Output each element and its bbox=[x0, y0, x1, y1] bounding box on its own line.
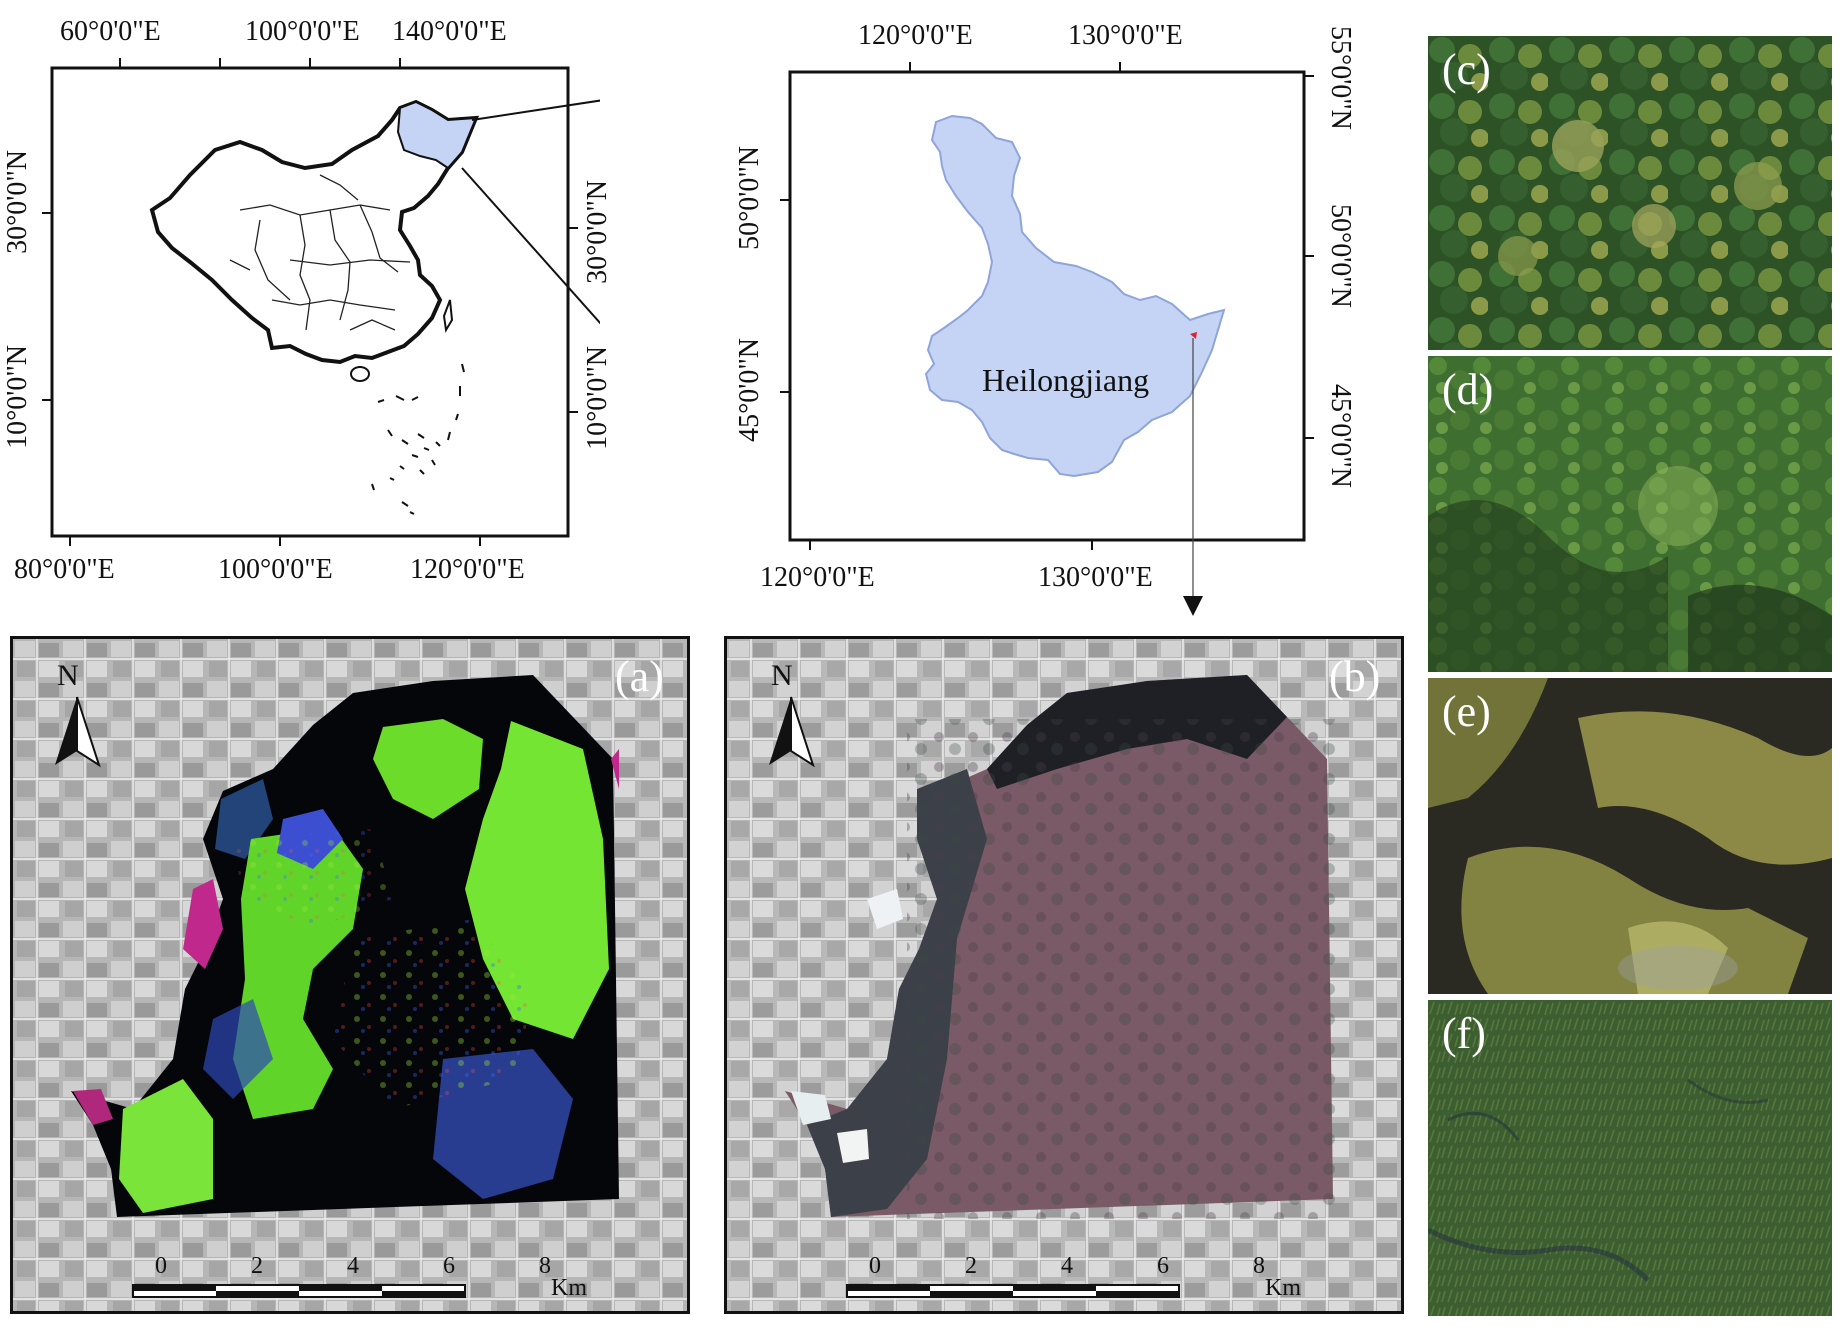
photo-e-meadow bbox=[1428, 678, 1832, 994]
panel-b-scale-tick: 0 bbox=[869, 1253, 881, 1279]
photo-d: (d) bbox=[1428, 356, 1832, 672]
panel-b-scale-tick: 4 bbox=[1061, 1253, 1073, 1279]
panel-a-north-arrow bbox=[55, 696, 101, 768]
south-china-sea-islands bbox=[371, 363, 465, 515]
panel-b-north-label: N bbox=[771, 659, 793, 692]
china-top-axis-label: 140°0'0"E bbox=[392, 16, 507, 47]
panel-b-water-patch bbox=[791, 1091, 831, 1125]
panel-b-scale-tick: 2 bbox=[965, 1253, 977, 1279]
panel-a-scale-tick: 8 bbox=[539, 1253, 551, 1279]
study-site-marker bbox=[1190, 332, 1197, 339]
photo-c-label: (c) bbox=[1442, 45, 1491, 94]
panel-a-svg bbox=[13, 639, 687, 1311]
panel-b-water-patch bbox=[867, 889, 903, 929]
china-bottom-axis-label: 80°0'0"E bbox=[14, 554, 115, 585]
panel-a-scale-tick: 0 bbox=[155, 1253, 167, 1279]
panel-b-mottle bbox=[907, 719, 1337, 1219]
panel-a-scale-tick: 6 bbox=[443, 1253, 455, 1279]
taiwan-island bbox=[442, 299, 454, 333]
photo-d-label: (d) bbox=[1442, 365, 1494, 414]
connector-line-bottom bbox=[461, 167, 600, 325]
photo-e: (e) bbox=[1428, 678, 1832, 994]
hainan-island bbox=[350, 366, 370, 382]
panel-b-water-patch bbox=[837, 1129, 869, 1163]
panel-b-scale-tick: 6 bbox=[1157, 1253, 1169, 1279]
photo-e-label: (e) bbox=[1442, 687, 1491, 736]
photo-d-shrubs bbox=[1428, 356, 1832, 672]
panel-a-green-zone bbox=[373, 719, 483, 819]
panel-a-scale-tick: 4 bbox=[347, 1253, 359, 1279]
china-province-lines bbox=[229, 174, 411, 331]
panel-a: N (a) 0 2 4 6 8 Km bbox=[10, 636, 690, 1314]
panel-a-label: (a) bbox=[615, 652, 664, 701]
panel-a-speckle bbox=[333, 919, 533, 1109]
panel-b-svg bbox=[727, 639, 1401, 1311]
photo-f-marsh bbox=[1428, 1000, 1832, 1316]
panel-a-scale-bar bbox=[132, 1284, 466, 1298]
hlj-top-axis-label: 130°0'0"E bbox=[1068, 20, 1183, 51]
panel-a-speckle bbox=[233, 829, 393, 929]
hlj-bottom-axis-label: 130°0'0"E bbox=[1038, 562, 1153, 593]
china-map-panel: 60°0'0"E 100°0'0"E 140°0'0"E 30°0'0"N 10… bbox=[0, 0, 613, 600]
panel-b-scale-unit: Km bbox=[1265, 1275, 1301, 1301]
panel-a-blue-zone bbox=[203, 999, 273, 1099]
china-bottom-axis-label: 120°0'0"E bbox=[410, 554, 525, 585]
panel-b-scale-bar bbox=[846, 1284, 1180, 1298]
photo-f-label: (f) bbox=[1442, 1009, 1486, 1058]
heilongjiang-map-svg bbox=[780, 62, 1314, 616]
photo-c: (c) bbox=[1428, 36, 1832, 350]
hlj-bottom-axis-label: 120°0'0"E bbox=[760, 562, 875, 593]
photo-c-canopy bbox=[1428, 36, 1832, 350]
panel-b-scale-tick: 8 bbox=[1253, 1253, 1265, 1279]
china-top-axis-label: 60°0'0"E bbox=[60, 16, 161, 47]
heilongjiang-highlight bbox=[396, 100, 478, 170]
panel-b-label: (b) bbox=[1329, 652, 1381, 701]
panel-b: N (b) 0 2 4 6 8 Km bbox=[724, 636, 1404, 1314]
china-outline bbox=[149, 99, 480, 365]
panel-a-magenta-edge bbox=[611, 749, 619, 789]
panel-a-magenta-edge bbox=[183, 879, 223, 969]
hlj-right-axis-label: 45°0'0"N bbox=[1325, 384, 1356, 488]
panel-a-north-label: N bbox=[57, 659, 79, 692]
china-top-axis-label: 100°0'0"E bbox=[245, 16, 360, 47]
heilongjiang-region bbox=[924, 114, 1226, 478]
panel-a-magenta-edge bbox=[73, 1089, 113, 1125]
heilongjiang-label: Heilongjiang bbox=[982, 362, 1150, 398]
connector-line-top bbox=[471, 99, 600, 121]
hlj-right-axis-label: 50°0'0"N bbox=[1325, 204, 1356, 308]
panel-a-scale-unit: Km bbox=[551, 1275, 587, 1301]
panel-b-north-arrow bbox=[769, 696, 815, 768]
photo-f: (f) bbox=[1428, 1000, 1832, 1316]
heilongjiang-map-panel: 120°0'0"E 130°0'0"E 120°0'0"E 130°0'0"E … bbox=[720, 0, 1380, 620]
china-bottom-axis-label: 100°0'0"E bbox=[218, 554, 333, 585]
hlj-top-axis-label: 120°0'0"E bbox=[858, 20, 973, 51]
china-map-svg bbox=[42, 58, 600, 546]
hlj-right-axis-label: 55°0'0"N bbox=[1325, 26, 1356, 130]
panel-a-green-zone bbox=[119, 1079, 213, 1213]
study-site-arrow-head bbox=[1183, 596, 1203, 616]
panel-a-scale-tick: 2 bbox=[251, 1253, 263, 1279]
